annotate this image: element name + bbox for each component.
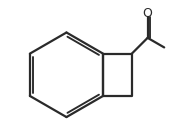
Text: O: O [143,7,153,20]
